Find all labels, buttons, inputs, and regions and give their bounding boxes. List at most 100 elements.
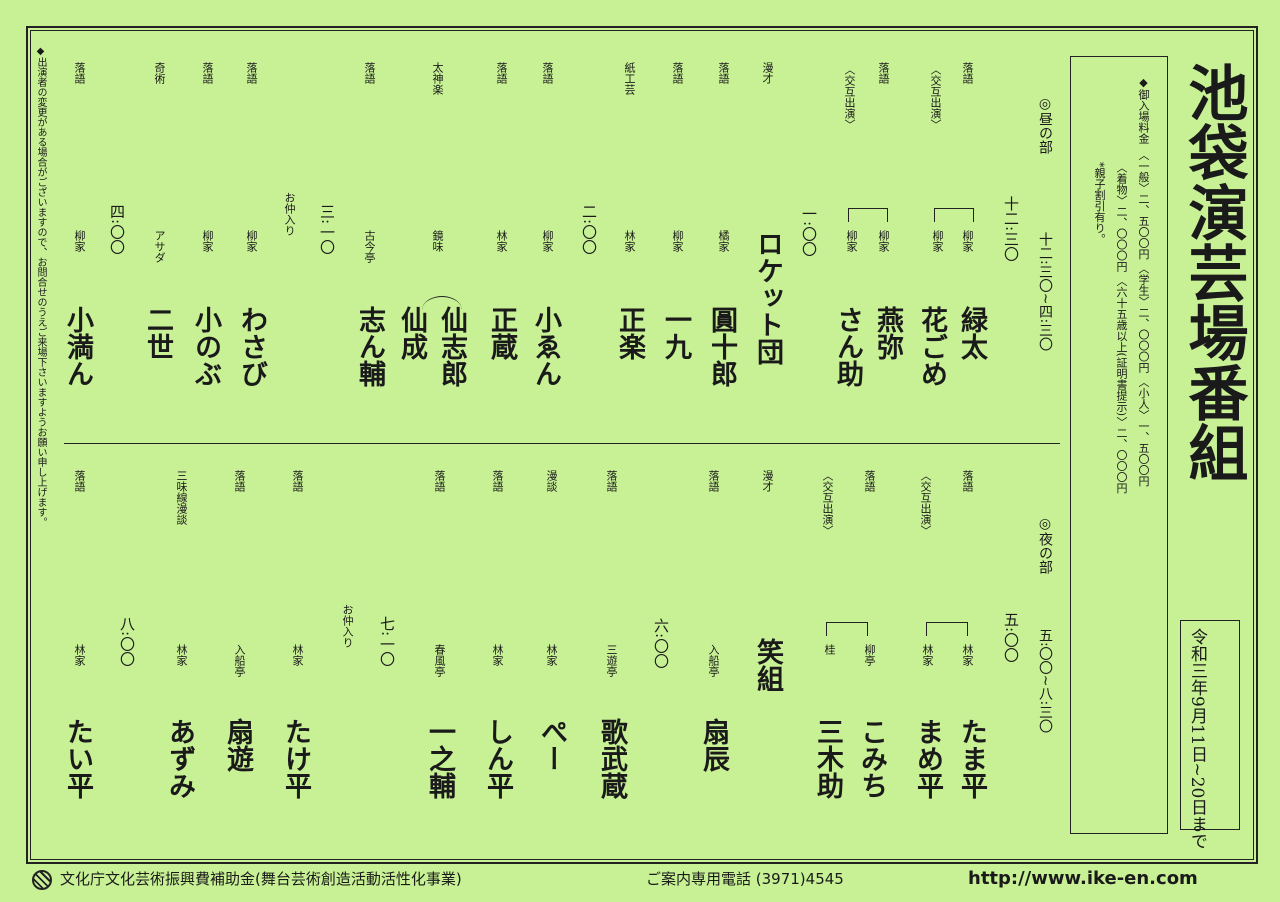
act-category: 落語 bbox=[73, 470, 86, 492]
act-category: 奇術 bbox=[153, 62, 166, 84]
act-category: 落語 bbox=[671, 62, 684, 84]
act-family: 林家 bbox=[623, 230, 636, 252]
act-family: 柳家 bbox=[845, 230, 858, 252]
night-session-hours: 五:〇〇~八:三〇 bbox=[1037, 628, 1053, 734]
outer-frame bbox=[26, 26, 1258, 864]
act-performer: 仙成 bbox=[396, 306, 427, 360]
night-time-start: 五:〇〇 bbox=[1002, 612, 1020, 663]
act-family: 入船亭 bbox=[233, 644, 246, 677]
act-performer: 燕弥 bbox=[872, 306, 903, 360]
agency-logo-icon bbox=[32, 870, 52, 890]
act-family: アサダ bbox=[153, 230, 166, 263]
night-session-label: ◎夜の部 bbox=[1037, 516, 1053, 574]
day-session-hours: 十二:三〇~四:三〇 bbox=[1037, 232, 1053, 352]
act-family: 春風亭 bbox=[433, 644, 446, 677]
day-time-4: 四:〇〇 bbox=[108, 204, 126, 255]
act-performer: たま平 bbox=[956, 718, 987, 799]
act-family: 柳家 bbox=[961, 230, 974, 252]
act-family: 柳家 bbox=[671, 230, 684, 252]
day-nakairi: お仲入り bbox=[283, 192, 296, 236]
act-family: 柳家 bbox=[201, 230, 214, 252]
act-performer: 笑組 bbox=[752, 638, 783, 692]
act-family: 三遊亭 bbox=[605, 644, 618, 677]
act-family: 橘家 bbox=[717, 230, 730, 252]
act-performer: 正楽 bbox=[614, 306, 645, 360]
act-category: 落語 bbox=[863, 470, 876, 492]
act-family: 林家 bbox=[545, 644, 558, 666]
act-category: 落語 bbox=[877, 62, 890, 84]
act-family: 桂 bbox=[823, 644, 836, 655]
act-category: 落語 bbox=[245, 62, 258, 84]
act-category: 落語 bbox=[433, 470, 446, 492]
act-performer: 小満ん bbox=[62, 306, 93, 387]
day-time-1: 一:〇〇 bbox=[800, 206, 818, 257]
change-notice: ◆出演者の変更がある場合がございますので、お問合せのうえご来場下さいますようお願… bbox=[35, 46, 46, 527]
act-family: 入船亭 bbox=[707, 644, 720, 677]
act-performer: こみち bbox=[856, 718, 887, 799]
act-category: 落語 bbox=[495, 62, 508, 84]
night-time-1: 六:〇〇 bbox=[652, 618, 670, 669]
website-link[interactable]: http://www.ike-en.com bbox=[968, 868, 1198, 889]
date-range: 令和三年9月11日~20日まで bbox=[1187, 628, 1207, 850]
inner-frame bbox=[30, 30, 1254, 860]
act-family: 柳家 bbox=[245, 230, 258, 252]
act-family: 鏡味 bbox=[431, 230, 444, 252]
act-performer: たけ平 bbox=[280, 718, 311, 799]
act-category: 落語 bbox=[291, 470, 304, 492]
act-performer: 仙志郎 bbox=[436, 306, 467, 387]
night-alt-bracket-2 bbox=[826, 622, 868, 636]
act-family: 柳亭 bbox=[863, 644, 876, 666]
act-category: 落語 bbox=[233, 470, 246, 492]
act-family: 古今亭 bbox=[363, 230, 376, 263]
act-category: 落語 bbox=[541, 62, 554, 84]
act-performer: 志ん輔 bbox=[354, 306, 385, 387]
night-time-3: 八:〇〇 bbox=[118, 616, 136, 667]
act-performer: さん助 bbox=[832, 306, 863, 387]
night-time-2: 七:一〇 bbox=[378, 616, 396, 667]
act-category: 落語 bbox=[605, 470, 618, 492]
admission-box bbox=[1070, 56, 1168, 834]
act-family: 柳家 bbox=[877, 230, 890, 252]
act-performer: ロケット団 bbox=[752, 230, 783, 365]
act-family: 林家 bbox=[961, 644, 974, 666]
act-performer: 圓十郎 bbox=[706, 306, 737, 387]
act-family: 林家 bbox=[921, 644, 934, 666]
act-family: 林家 bbox=[73, 644, 86, 666]
day-session-label: ◎昼の部 bbox=[1037, 96, 1053, 154]
act-performer: 一之輔 bbox=[424, 718, 455, 799]
act-performer: 小ゑん bbox=[530, 306, 561, 387]
act-category: 落語 bbox=[73, 62, 86, 84]
act-performer: たい平 bbox=[62, 718, 93, 799]
act-paren bbox=[422, 296, 462, 310]
act-category: 漫才 bbox=[761, 62, 774, 84]
act-category: 落語 bbox=[961, 470, 974, 492]
phone-info: ご案内専用電話 (3971)4545 bbox=[646, 870, 844, 888]
act-performer: 扇辰 bbox=[698, 718, 729, 772]
act-category: 落語 bbox=[491, 470, 504, 492]
act-category: 落語 bbox=[961, 62, 974, 84]
act-category: 落語 bbox=[717, 62, 730, 84]
act-performer: 三木助 bbox=[812, 718, 843, 799]
night-alt-bracket-1 bbox=[926, 622, 968, 636]
day-time-2: 二:〇〇 bbox=[580, 204, 598, 255]
date-box bbox=[1180, 620, 1240, 830]
day-alt-bracket-2 bbox=[848, 208, 888, 222]
act-family: 林家 bbox=[291, 644, 304, 666]
act-category: 落語 bbox=[707, 470, 720, 492]
act-performer: 歌武蔵 bbox=[596, 718, 627, 799]
day-time-3: 三:一〇 bbox=[318, 204, 336, 255]
session-divider bbox=[64, 443, 1060, 444]
act-performer: 小のぶ bbox=[190, 306, 221, 387]
agency-credit: 文化庁文化芸術振興費補助金(舞台芸術創造活動活性化事業) bbox=[60, 870, 462, 888]
act-family: 柳家 bbox=[541, 230, 554, 252]
night-alt-2: 〈交互出演〉 bbox=[821, 470, 834, 536]
act-performer: 花ごめ bbox=[916, 306, 947, 387]
admission-heading: ◆御入場料金 〈一般〉二、五〇〇円 〈学生〉二、〇〇〇円 〈小人〉一、五〇〇円 bbox=[1137, 76, 1150, 487]
act-performer: あずみ bbox=[164, 718, 195, 799]
day-time-start: 十二:三〇 bbox=[1002, 196, 1020, 262]
act-performer: ぺー bbox=[536, 718, 567, 772]
act-category: 太神楽 bbox=[431, 62, 444, 95]
act-category: 漫才 bbox=[761, 470, 774, 492]
act-family: 柳家 bbox=[73, 230, 86, 252]
